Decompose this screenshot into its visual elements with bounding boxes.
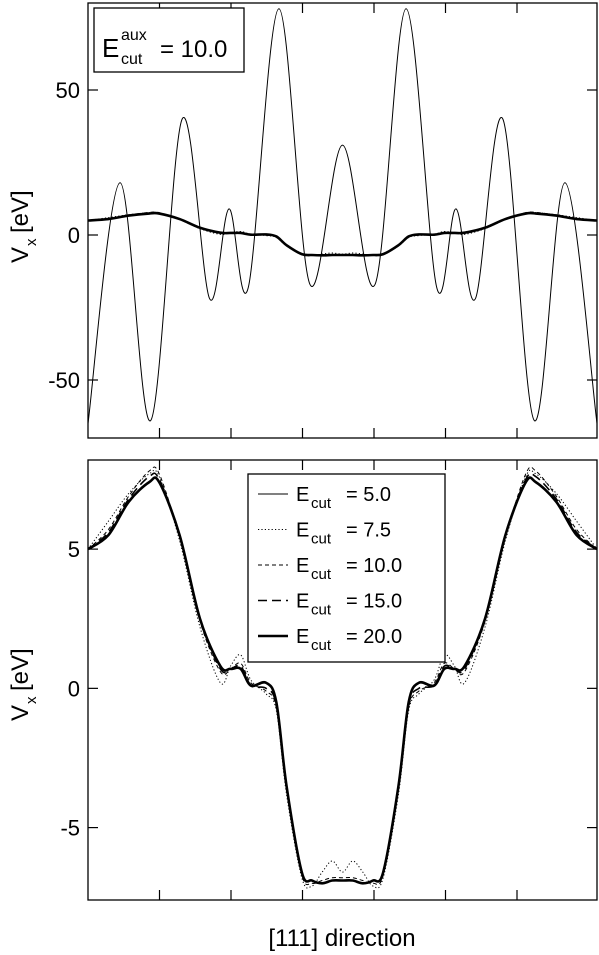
bottom-ylabel-main: V xyxy=(7,705,34,721)
annotation-sub: cut xyxy=(121,51,143,68)
legend-label-sub: cut xyxy=(311,566,332,583)
top-y-axis-label: V x [eV] xyxy=(7,190,40,263)
legend-box xyxy=(247,473,446,663)
bottom-ylabel-unit: [eV] xyxy=(7,648,34,691)
top-ylabel-sub: x xyxy=(23,238,40,246)
top-series-group xyxy=(87,8,598,424)
top-series-dotted-line xyxy=(87,211,598,257)
legend-label-sub: cut xyxy=(311,495,332,512)
top-series-thick-line xyxy=(87,211,598,257)
bottom-plot-frame xyxy=(87,459,598,901)
top-ylabel-main: V xyxy=(7,247,34,263)
legend-label-main: E xyxy=(296,555,309,577)
top-y-tick-label: -50 xyxy=(48,368,80,393)
bottom-y-ticks: -5 0 5 xyxy=(60,537,597,841)
legend-label-main: E xyxy=(296,591,309,613)
annotation-sup: aux xyxy=(121,27,147,44)
top-y-tick-label: 0 xyxy=(68,223,80,248)
top-panel: -50 0 50 E aux cut = 10.0 V x [eV] xyxy=(7,2,598,439)
legend-label-main: E xyxy=(296,484,309,506)
annotation-value: = 10.0 xyxy=(160,36,227,63)
legend-label-main: E xyxy=(296,626,309,648)
bottom-ylabel-sub: x xyxy=(23,696,40,704)
bottom-x-ticks xyxy=(158,460,518,900)
legend-label-sub: cut xyxy=(311,637,332,654)
top-annotation-box xyxy=(93,7,245,73)
legend-label-main: E xyxy=(296,520,309,542)
bottom-y-tick-label: -5 xyxy=(60,816,80,841)
top-series-thin-line xyxy=(87,8,598,424)
legend-label-sub: cut xyxy=(311,531,332,548)
bottom-x-axis-label: [111] direction xyxy=(268,925,415,952)
bottom-series-group xyxy=(87,466,598,889)
top-y-tick-label: 50 xyxy=(56,78,80,103)
top-series-short-dash-line xyxy=(87,211,598,256)
bottom-y-axis-label: V x [eV] xyxy=(7,648,40,721)
legend-label-value: = 20.0 xyxy=(346,626,402,648)
annotation-main: E xyxy=(102,33,119,63)
top-y-ticks: -50 0 50 xyxy=(48,78,597,393)
legend-label-value: = 7.5 xyxy=(346,520,391,542)
bottom-y-tick-label: 0 xyxy=(68,676,80,701)
top-ylabel-unit: [eV] xyxy=(7,190,34,233)
bottom-y-tick-label: 5 xyxy=(68,537,80,562)
legend-label-value: = 15.0 xyxy=(346,591,402,613)
legend-label-value: = 10.0 xyxy=(346,555,402,577)
legend-label-value: = 5.0 xyxy=(346,484,391,506)
bottom-series-thick-solid-line xyxy=(87,476,598,885)
legend-label-sub: cut xyxy=(311,602,332,619)
